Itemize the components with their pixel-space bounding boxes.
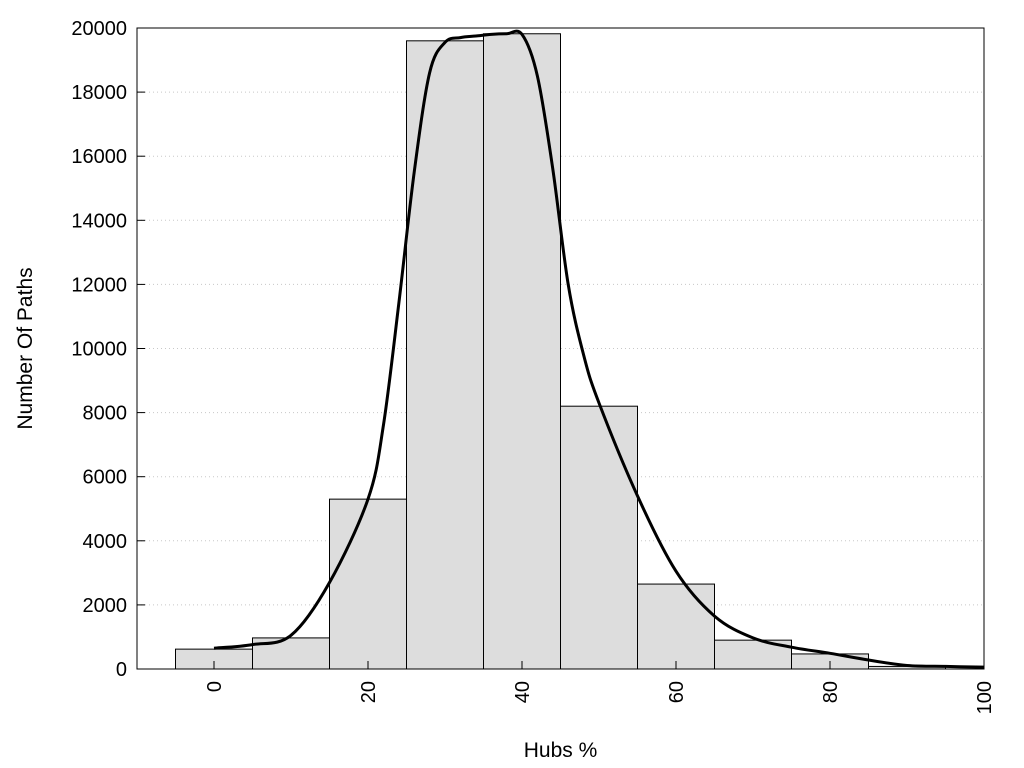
y-tick-label: 10000 xyxy=(71,339,127,361)
y-tick-label: 8000 xyxy=(83,403,128,425)
histogram-bar xyxy=(637,583,715,670)
y-tick-label: 14000 xyxy=(71,210,127,232)
x-tick-label: 80 xyxy=(820,681,842,703)
density-curve xyxy=(213,29,985,669)
y-axis-ticks: 0 2000 4000 6000 8000 10000 12000 14000 16000 180… xyxy=(71,18,145,681)
y-tick-label: 20000 xyxy=(71,18,127,40)
x-tick-label: 100 xyxy=(974,681,996,714)
histogram-bars xyxy=(175,33,946,670)
histogram-bar xyxy=(560,405,638,670)
x-tick-label: 40 xyxy=(512,681,534,703)
density-curve-layer xyxy=(213,29,985,669)
y-tick-label: 0 xyxy=(116,659,127,681)
y-tick-label: 2000 xyxy=(83,595,128,617)
y-tick-label: 4000 xyxy=(83,531,128,553)
y-tick-label: 6000 xyxy=(83,467,128,489)
y-tick-label: 12000 xyxy=(71,274,127,296)
x-axis-title: Hubs % xyxy=(524,739,598,762)
x-tick-label: 60 xyxy=(666,681,688,703)
y-tick-label: 16000 xyxy=(71,146,127,168)
x-tick-label: 0 xyxy=(204,681,226,692)
histogram-bar xyxy=(483,33,561,670)
y-tick-label: 18000 xyxy=(71,82,127,104)
x-tick-label: 20 xyxy=(358,681,380,703)
histogram-bar xyxy=(329,498,407,670)
y-axis-title: Number Of Paths xyxy=(14,267,37,429)
x-axis-ticks: 0 20 40 60 80 100 xyxy=(204,661,996,714)
